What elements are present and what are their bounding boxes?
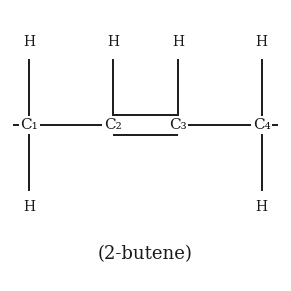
Text: H: H — [107, 36, 119, 49]
Text: C₂: C₂ — [104, 118, 122, 132]
Text: C₄: C₄ — [253, 118, 270, 132]
Text: (2-butene): (2-butene) — [98, 246, 193, 263]
Text: H: H — [23, 200, 36, 214]
Text: C₃: C₃ — [169, 118, 187, 132]
Text: H: H — [255, 36, 268, 49]
Text: H: H — [172, 36, 184, 49]
Text: C₁: C₁ — [21, 118, 38, 132]
Text: H: H — [255, 200, 268, 214]
Text: H: H — [23, 36, 36, 49]
